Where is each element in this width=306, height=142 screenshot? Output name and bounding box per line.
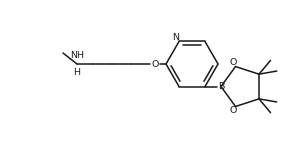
Text: O: O <box>230 106 237 115</box>
Text: H: H <box>73 68 80 77</box>
Text: B: B <box>218 82 224 91</box>
Text: O: O <box>230 58 237 67</box>
Text: O: O <box>151 59 159 68</box>
Text: N: N <box>173 33 180 42</box>
Text: NH: NH <box>70 51 84 60</box>
